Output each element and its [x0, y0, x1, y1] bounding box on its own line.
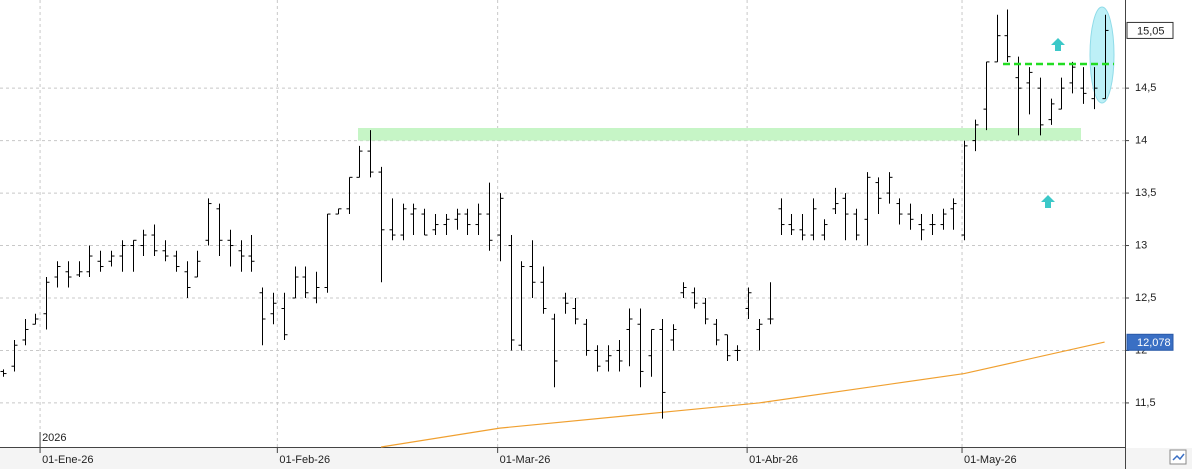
resistance-band	[358, 128, 1081, 141]
highlight-ellipse	[1089, 6, 1115, 104]
moving-average-line	[380, 341, 1105, 448]
x-tick-label: 01-Ene-26	[42, 454, 93, 466]
x-tick-label: 01-May-26	[964, 454, 1017, 466]
x-axis-strip	[0, 448, 1192, 469]
up-arrow	[1051, 38, 1065, 51]
price-label-box	[1126, 333, 1174, 351]
up-arrow	[1041, 195, 1055, 208]
y-tick-label: 13	[1135, 239, 1147, 251]
zoom-icon-glyph	[1172, 453, 1185, 461]
y-tick-label: 13,5	[1135, 187, 1156, 199]
y-tick-label: 14,5	[1135, 82, 1156, 94]
price-label: 15,05	[1137, 25, 1165, 37]
y-tick-label: 14	[1135, 135, 1147, 147]
year-label: 2026	[42, 432, 66, 444]
price-label-box	[1126, 21, 1174, 39]
price-label: 12,078	[1137, 337, 1171, 349]
y-tick-label: 11,5	[1135, 397, 1156, 409]
x-tick-label: 01-Feb-26	[279, 454, 330, 466]
x-tick-label: 01-Abr-26	[749, 454, 798, 466]
y-tick-label: 12,5	[1135, 292, 1156, 304]
x-tick-label: 01-Mar-26	[500, 454, 551, 466]
